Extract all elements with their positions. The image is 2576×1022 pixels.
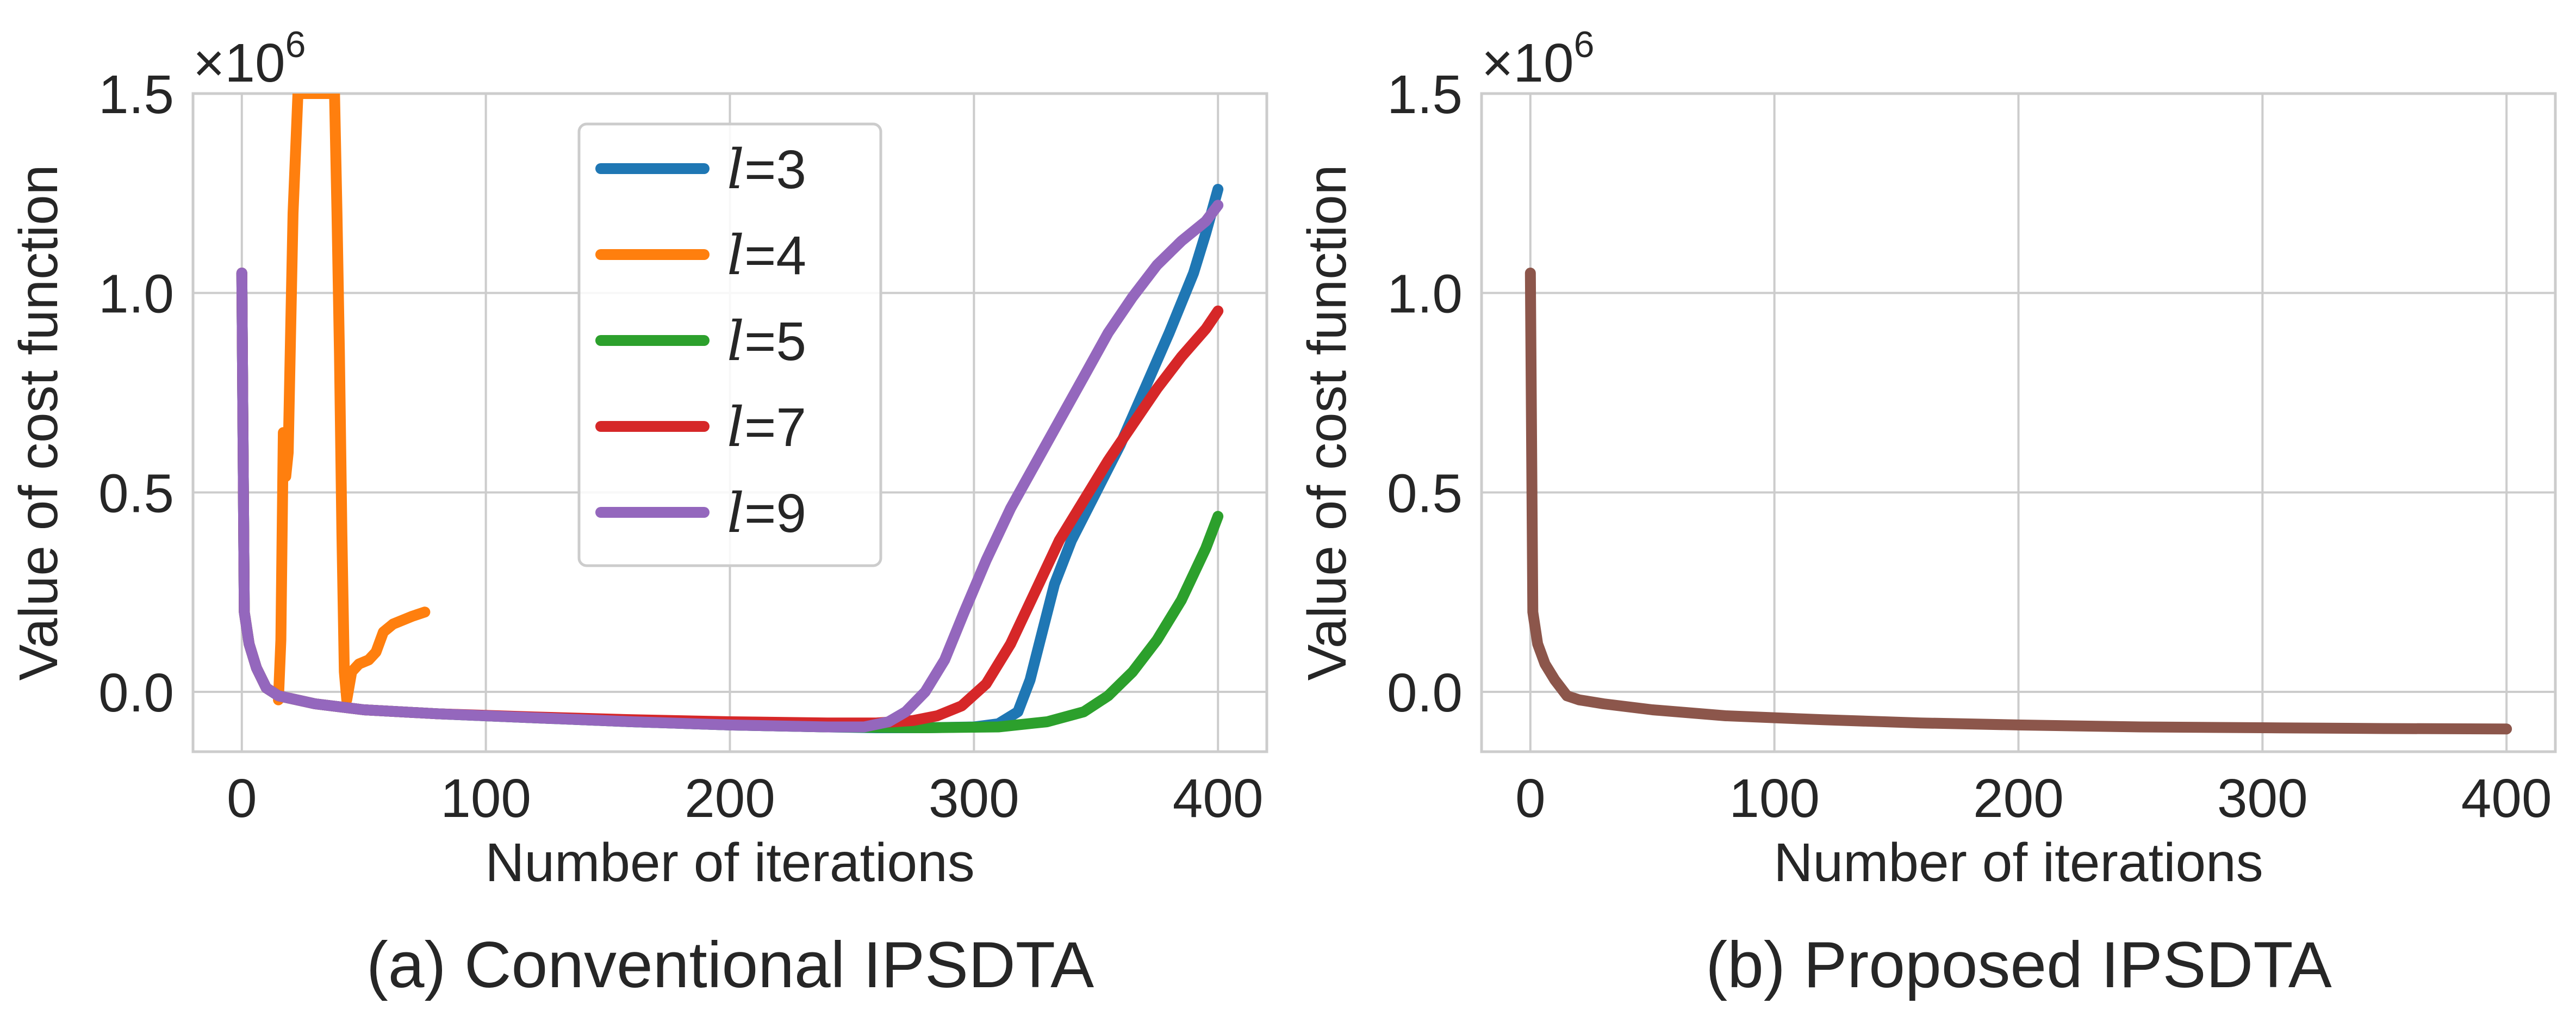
- y-tick-label: 0.0: [1387, 662, 1463, 723]
- legend-label: l=3: [727, 138, 806, 201]
- x-tick-label: 300: [2217, 768, 2308, 829]
- plot-frame: [191, 92, 1268, 753]
- legend-variable: l: [727, 309, 744, 373]
- legend-variable: l: [727, 138, 744, 201]
- y-tick-label: 0.5: [98, 463, 174, 524]
- x-tick-label: 100: [440, 768, 531, 829]
- y-tick-label: 1.0: [98, 264, 174, 325]
- legend-value: =9: [744, 483, 806, 544]
- plot-frame: [1480, 92, 2557, 753]
- y-exponent-base: ×10: [193, 33, 285, 94]
- legend-value: =5: [744, 311, 806, 372]
- legend-label: l=7: [727, 395, 806, 459]
- y-tick-label: 1.0: [1387, 264, 1463, 325]
- legend-label: l=9: [727, 481, 806, 545]
- x-tick-label: 400: [2461, 768, 2552, 829]
- x-tick-label: 400: [1173, 768, 1264, 829]
- x-tick-label: 200: [685, 768, 775, 829]
- x-axis-label: Number of iterations: [1774, 832, 2263, 893]
- legend-label: l=5: [727, 309, 806, 373]
- y-exponent-base: ×10: [1482, 33, 1574, 94]
- y-exponent-power: 6: [1574, 24, 1595, 65]
- x-axis-label: Number of iterations: [485, 832, 974, 893]
- legend-variable: l: [727, 481, 744, 545]
- chart-panel-a: 0 100 200 300 400 0.0 0.5 1.0 1.5 Number of itera…: [8, 24, 1268, 1001]
- y-tick-label: 1.5: [98, 64, 174, 125]
- legend-value: =4: [744, 225, 806, 286]
- x-tick-label: 0: [227, 768, 257, 829]
- y-tick-label: 1.5: [1387, 64, 1463, 125]
- y-exponent-power: 6: [285, 24, 306, 65]
- legend-label: l=4: [727, 224, 806, 287]
- x-tick-label: 200: [1973, 768, 2064, 829]
- y-axis-exponent: ×106: [1482, 24, 1594, 94]
- series-group: [1525, 268, 2512, 735]
- legend-variable: l: [727, 395, 744, 459]
- y-tick-label: 0.5: [1387, 463, 1463, 524]
- y-axis-label: Value of cost function: [1297, 165, 1358, 681]
- chart-panel-b: 0 100 200 300 400 0.0 0.5 1.0 1.5 Number of itera…: [1297, 24, 2557, 1001]
- series-line-l9: [236, 200, 1224, 733]
- legend-value: =3: [744, 139, 806, 200]
- series-line-l4: [273, 94, 431, 705]
- subfigure-caption: (b) Proposed IPSDTA: [1706, 928, 2332, 1001]
- x-tick-label: 300: [929, 768, 1019, 829]
- y-tick-label: 0.0: [98, 662, 174, 723]
- legend-box: [577, 122, 882, 567]
- y-axis-label: Value of cost function: [8, 165, 69, 681]
- x-tick-label: 0: [1515, 768, 1546, 829]
- x-tick-label: 100: [1729, 768, 1820, 829]
- legend-variable: l: [727, 224, 744, 287]
- legend: l=3l=4l=5l=7l=9: [577, 122, 882, 567]
- y-axis-exponent: ×106: [193, 24, 306, 94]
- subfigure-caption: (a) Conventional IPSDTA: [366, 928, 1094, 1001]
- series-line-cost: [1525, 268, 2512, 735]
- legend-value: =7: [744, 397, 806, 458]
- series-group: [236, 94, 1224, 733]
